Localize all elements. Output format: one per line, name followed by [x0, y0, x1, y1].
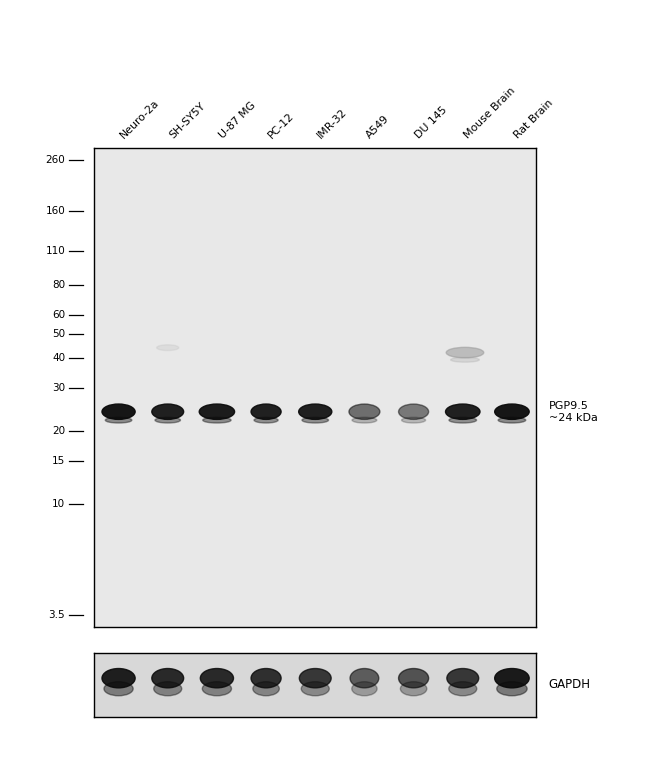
Text: 40: 40 — [52, 353, 65, 363]
Text: PGP9.5
~24 kDa: PGP9.5 ~24 kDa — [549, 401, 598, 422]
Ellipse shape — [102, 668, 135, 688]
Text: U-87 MG: U-87 MG — [217, 100, 257, 141]
Ellipse shape — [349, 404, 380, 419]
Ellipse shape — [449, 418, 476, 423]
Text: 260: 260 — [46, 155, 65, 165]
Ellipse shape — [446, 347, 484, 358]
Ellipse shape — [254, 418, 278, 423]
Ellipse shape — [450, 358, 479, 362]
Text: 50: 50 — [52, 330, 65, 339]
Ellipse shape — [157, 345, 179, 351]
Text: GAPDH: GAPDH — [549, 679, 591, 691]
Text: PC-12: PC-12 — [266, 111, 296, 141]
Ellipse shape — [352, 682, 377, 696]
Ellipse shape — [497, 682, 527, 696]
Text: 30: 30 — [52, 383, 65, 393]
Ellipse shape — [202, 682, 231, 696]
Ellipse shape — [251, 668, 281, 688]
Ellipse shape — [152, 404, 184, 419]
Text: 80: 80 — [52, 280, 65, 290]
Text: SH-SY5Y: SH-SY5Y — [168, 101, 207, 141]
Ellipse shape — [350, 668, 379, 688]
Ellipse shape — [301, 682, 330, 696]
Ellipse shape — [300, 668, 331, 688]
Text: 3.5: 3.5 — [49, 610, 65, 620]
Ellipse shape — [152, 668, 184, 688]
Ellipse shape — [105, 418, 132, 423]
Ellipse shape — [402, 418, 426, 423]
Ellipse shape — [299, 404, 332, 419]
Text: Neuro-2a: Neuro-2a — [118, 98, 161, 141]
Text: IMR-32: IMR-32 — [315, 108, 349, 141]
Ellipse shape — [251, 404, 281, 419]
Text: 60: 60 — [52, 310, 65, 320]
Ellipse shape — [448, 682, 476, 696]
Ellipse shape — [199, 404, 235, 419]
Ellipse shape — [400, 682, 427, 696]
Ellipse shape — [200, 668, 233, 688]
Ellipse shape — [495, 668, 529, 688]
Text: Mouse Brain: Mouse Brain — [463, 86, 517, 141]
Ellipse shape — [447, 668, 478, 688]
Ellipse shape — [398, 404, 428, 419]
Text: A549: A549 — [365, 114, 391, 141]
Text: 10: 10 — [52, 499, 65, 509]
Ellipse shape — [155, 418, 181, 423]
Text: Rat Brain: Rat Brain — [512, 98, 554, 141]
Ellipse shape — [253, 682, 280, 696]
Ellipse shape — [398, 668, 428, 688]
Text: DU 145: DU 145 — [413, 105, 449, 141]
Ellipse shape — [352, 418, 377, 423]
Ellipse shape — [445, 404, 480, 419]
Ellipse shape — [495, 404, 529, 419]
Ellipse shape — [203, 418, 231, 423]
Ellipse shape — [104, 682, 133, 696]
Text: 15: 15 — [52, 456, 65, 467]
Ellipse shape — [154, 682, 182, 696]
Text: 160: 160 — [46, 206, 65, 217]
Ellipse shape — [498, 418, 526, 423]
Ellipse shape — [102, 404, 135, 419]
Text: 20: 20 — [52, 426, 65, 436]
Ellipse shape — [302, 418, 328, 423]
Text: 110: 110 — [46, 246, 65, 256]
